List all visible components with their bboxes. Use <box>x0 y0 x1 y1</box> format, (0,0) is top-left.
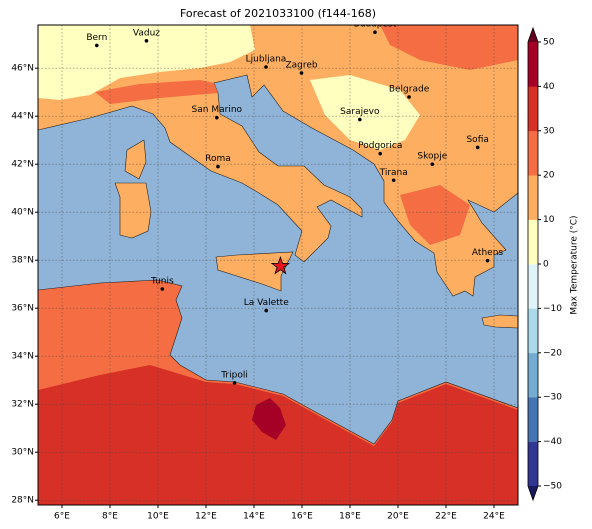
map-frame <box>37 24 519 506</box>
po-valley-warm <box>95 80 218 104</box>
y-tick-label: 30°N <box>11 448 34 458</box>
colorbar: −50 −40 −30 −20 −10 0 10 20 30 40 50 <box>527 26 562 502</box>
city-label: Sofia <box>466 135 488 145</box>
city-label: Roma <box>205 154 231 164</box>
city-label: Tirana <box>379 168 408 178</box>
y-tick-label: 36°N <box>11 304 34 314</box>
x-tick-label: 16°E <box>291 512 313 522</box>
x-tick-label: 14°E <box>243 512 265 522</box>
x-tick-label: 24°E <box>483 512 505 522</box>
city-label: Skopje <box>417 152 447 162</box>
city-dot <box>144 39 149 43</box>
colorbar-tick-label: 30 <box>543 126 555 136</box>
x-tick-label: 20°E <box>387 512 409 522</box>
city-label: Tunis <box>150 277 174 287</box>
city-dot <box>407 95 411 99</box>
city-dot <box>485 258 490 263</box>
crete <box>481 314 518 329</box>
y-tick-label: 28°N <box>11 496 34 506</box>
colorbar-bin <box>528 308 538 354</box>
x-tick-label: 10°E <box>147 512 169 522</box>
city-dot <box>216 164 220 169</box>
city-dot <box>475 145 480 150</box>
city-label: Budapest <box>354 20 397 30</box>
x-tick-label: 22°E <box>435 512 457 522</box>
city-label: Tripoli <box>220 370 248 380</box>
colorbar-tick-label: −30 <box>543 393 562 403</box>
colorbar-bin <box>528 219 538 265</box>
city-dot <box>299 71 304 75</box>
y-tick-label: 42°N <box>11 160 34 170</box>
city-dot <box>373 30 377 34</box>
x-tick-label: 12°E <box>195 512 217 522</box>
city-label: Athens <box>472 248 503 258</box>
colorbar-bin <box>528 130 538 176</box>
colorbar-bin <box>528 264 538 309</box>
city-label: La Valette <box>244 298 289 308</box>
city-label: Zagreb <box>285 61 317 71</box>
colorbar-bin <box>528 42 538 87</box>
colorbar-tick-label: −10 <box>543 304 562 314</box>
colorbar-tick-label: 20 <box>543 171 555 181</box>
colorbar-under <box>528 486 538 500</box>
location-star <box>270 255 291 275</box>
y-tick-label: 34°N <box>11 352 34 362</box>
city-label: San Marino <box>192 105 243 115</box>
y-tick-label: 32°N <box>11 400 34 410</box>
map-title: Forecast of 2021033100 (f144-168) <box>180 7 376 20</box>
city-dot <box>232 381 237 385</box>
city-dot <box>264 65 268 69</box>
alps-cool <box>38 25 255 100</box>
colorbar-tick-label: 0 <box>543 260 549 270</box>
y-tick-label: 46°N <box>11 64 34 74</box>
colorbar-tick-label: −40 <box>543 437 562 447</box>
city-dot <box>378 151 383 156</box>
colorbar-bin <box>528 175 538 220</box>
colorbar-over <box>528 28 538 42</box>
graticule <box>38 25 518 505</box>
colorbar-bin <box>528 441 538 487</box>
colorbar-bin <box>528 86 538 132</box>
city-dot <box>391 178 396 183</box>
north-warm <box>380 25 518 70</box>
city-dot <box>430 162 435 166</box>
colorbar-bin <box>528 397 538 442</box>
colorbar-tick-label: 40 <box>543 82 555 92</box>
axes: 6°E 8°E 10°E 12°E 14°E 16°E 18°E 20°E 22°E 24°E 28… <box>11 64 505 522</box>
city-dot <box>215 115 219 120</box>
greece-warm <box>400 185 470 245</box>
colorbar-tick-label: −20 <box>543 348 562 358</box>
city-label: Ljubljana <box>246 55 287 65</box>
y-tick-label: 40°N <box>11 208 34 218</box>
colorbar-tick-label: 50 <box>543 38 555 48</box>
city-label: Podgorica <box>358 141 402 151</box>
y-tick-label: 38°N <box>11 256 34 266</box>
balkans-cool <box>310 75 420 150</box>
colorbar-label: Max Temperature (°C) <box>570 215 580 314</box>
y-tick-label: 44°N <box>11 112 34 122</box>
colorbar-tick-label: −50 <box>543 482 562 492</box>
city-dot <box>160 287 165 291</box>
x-tick-label: 18°E <box>339 512 361 522</box>
city-label: Belgrade <box>389 85 430 95</box>
city-label: Bern <box>86 33 107 43</box>
x-tick-label: 8°E <box>102 512 118 522</box>
corsica <box>124 139 147 180</box>
city-label: Sarajevo <box>340 107 380 117</box>
city-dot <box>95 43 99 48</box>
x-tick-label: 6°E <box>54 512 70 522</box>
colorbar-tick-label: 10 <box>543 215 555 225</box>
africa-hottest <box>252 398 286 440</box>
city-label: Vaduz <box>133 28 160 38</box>
sardinia <box>114 182 152 239</box>
sicily <box>215 251 294 292</box>
city-dot <box>358 117 362 122</box>
city-dot <box>264 308 269 313</box>
colorbar-bin <box>528 352 538 398</box>
